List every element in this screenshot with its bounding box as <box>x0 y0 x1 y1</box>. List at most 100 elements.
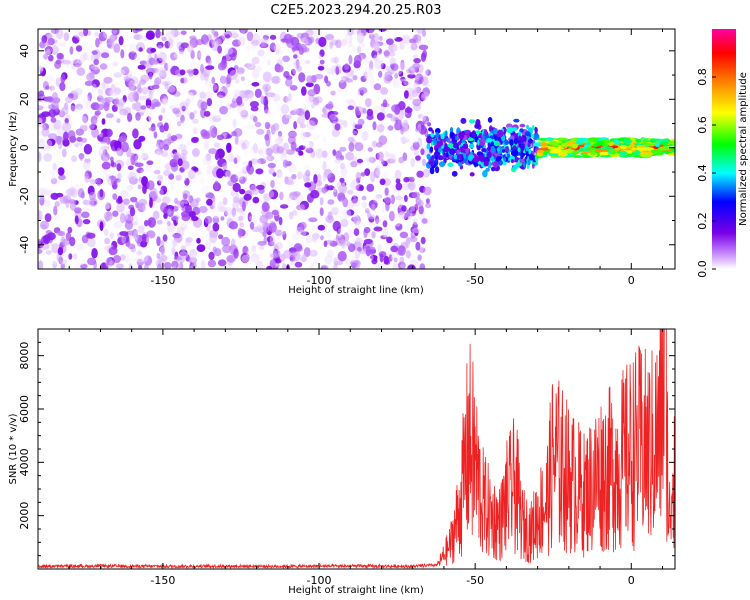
spectrogram-noise-cell <box>128 85 137 91</box>
spectrogram-noise-cell <box>165 29 175 37</box>
spectrogram-noise-cell <box>232 182 241 193</box>
spectrogram-noise-cell <box>375 215 380 225</box>
spectrogram-noise-cell <box>270 179 275 189</box>
spectrogram-noise-cell <box>335 150 343 161</box>
spectrogram-noise-cell <box>262 34 269 41</box>
spectrogram-noise-cell <box>68 186 76 197</box>
spectrogram-noise-cell <box>375 169 381 176</box>
spectrogram-band-cell <box>520 158 525 163</box>
spectrogram-noise-cell <box>392 78 399 89</box>
spectrogram-noise-cell <box>83 29 89 37</box>
spectrogram-noise-cell <box>401 183 410 191</box>
spectrogram-noise-cell <box>425 83 430 89</box>
spectrogram-noise-cell <box>125 157 132 167</box>
spectrogram-noise-cell <box>269 145 275 154</box>
spectrogram-noise-cell <box>275 39 284 48</box>
spectrogram-noise-cell <box>382 99 388 108</box>
spectrogram-noise-cell <box>197 50 202 60</box>
spectrogram-noise-cell <box>276 169 283 179</box>
spectrogram-band-cell <box>427 122 432 127</box>
spectrogram-noise-cell <box>385 66 391 72</box>
spectrogram-noise-cell <box>339 146 347 152</box>
spectrogram-noise-cell <box>103 168 108 177</box>
spectrogram-noise-cell <box>274 172 284 181</box>
spectrogram-noise-cell <box>116 147 121 157</box>
spectrogram-noise-cell <box>388 43 398 53</box>
spectrogram-noise-cell <box>112 193 118 201</box>
spectrogram-noise-cell <box>243 193 252 201</box>
spectrogram-noise-cell <box>108 89 118 97</box>
spectrogram-band-cell <box>475 119 481 127</box>
spectrogram-carrier-cell <box>545 137 555 141</box>
spectrogram-noise-cell <box>119 108 129 116</box>
spectrogram-band-cell <box>489 135 494 140</box>
spectrogram-noise-cell <box>239 221 244 228</box>
spectrogram-x-tick-label: -150 <box>150 274 175 287</box>
spectrogram-noise-cell <box>395 195 403 201</box>
spectrogram-noise-cell <box>87 123 92 132</box>
spectrogram-noise-cell <box>119 246 128 251</box>
spectrogram-noise-cell <box>249 101 259 108</box>
spectrogram-noise-cell <box>178 85 186 92</box>
spectrogram-band-cell <box>471 130 476 138</box>
spectrogram-noise-cell <box>173 101 180 109</box>
spectrogram-noise-cell <box>421 218 428 224</box>
spectrogram-noise-cell <box>300 111 305 118</box>
spectrogram-noise-cell <box>269 42 279 51</box>
spectrogram-carrier-cell <box>627 150 633 155</box>
spectrogram-noise-cell <box>309 249 318 257</box>
spectrogram-noise-cell <box>305 147 314 154</box>
spectrogram-noise-cell <box>380 63 386 70</box>
spectrogram-noise-cell <box>280 104 290 115</box>
spectrogram-noise-cell <box>321 187 328 194</box>
spectrogram-noise-cell <box>69 46 74 55</box>
spectrogram-noise-cell <box>366 183 375 192</box>
spectrogram-noise-cell <box>196 237 201 244</box>
spectrogram-noise-cell <box>266 265 273 269</box>
spectrogram-noise-cell <box>85 100 92 110</box>
spectrogram-noise-cell <box>160 107 166 114</box>
spectrogram-noise-cell <box>368 157 376 163</box>
spectrogram-noise-cell <box>388 254 393 262</box>
spectrogram-noise-cell <box>369 75 374 86</box>
spectrogram-noise-cell <box>241 254 251 263</box>
spectrogram-band-cell <box>449 131 454 139</box>
spectrogram-noise-cell <box>250 148 257 159</box>
spectrogram-band-cell <box>429 167 435 175</box>
spectrogram-noise-cell <box>206 164 213 176</box>
spectrogram-noise-cell <box>187 169 196 180</box>
spectrogram-noise-cell <box>98 31 108 42</box>
spectrogram-noise-cell <box>103 101 110 112</box>
spectrogram-noise-cell <box>174 200 184 205</box>
spectrogram-noise-cell <box>160 245 165 256</box>
spectrogram-noise-cell <box>63 131 69 142</box>
spectrogram-noise-cell <box>412 98 422 107</box>
spectrogram-noise-cell <box>374 59 384 70</box>
spectrogram-noise-cell <box>179 101 189 111</box>
spectrogram-noise-cell <box>381 227 390 238</box>
spectrogram-noise-cell <box>76 259 85 266</box>
spectrogram-noise-cell <box>347 29 354 36</box>
spectrogram-noise-cell <box>406 209 411 217</box>
spectrogram-noise-cell <box>128 51 137 60</box>
spectrogram-noise-cell <box>147 217 156 228</box>
spectrogram-noise-cell <box>230 93 236 102</box>
spectrogram-noise-cell <box>180 114 185 124</box>
spectrogram-noise-cell <box>318 54 323 60</box>
spectrogram-noise-cell <box>52 162 57 171</box>
spectrogram-noise-cell <box>249 215 255 221</box>
spectrogram-noise-cell <box>58 231 66 237</box>
spectrogram-noise-cell <box>208 148 218 155</box>
spectrogram-noise-cell <box>378 70 383 78</box>
spectrogram-noise-cell <box>388 92 395 101</box>
spectrogram-noise-cell <box>266 236 274 243</box>
spectrogram-noise-cell <box>130 152 135 163</box>
spectrogram-noise-cell <box>168 38 174 49</box>
spectrogram-noise-cell <box>152 210 160 220</box>
spectrogram-noise-cell <box>140 105 147 110</box>
spectrogram-noise-cell <box>257 158 267 165</box>
spectrogram-noise-cell <box>41 111 51 117</box>
spectrogram-noise-cell <box>226 153 235 163</box>
spectrogram-noise-cell <box>376 112 385 121</box>
spectrogram-band-cell <box>506 153 511 158</box>
